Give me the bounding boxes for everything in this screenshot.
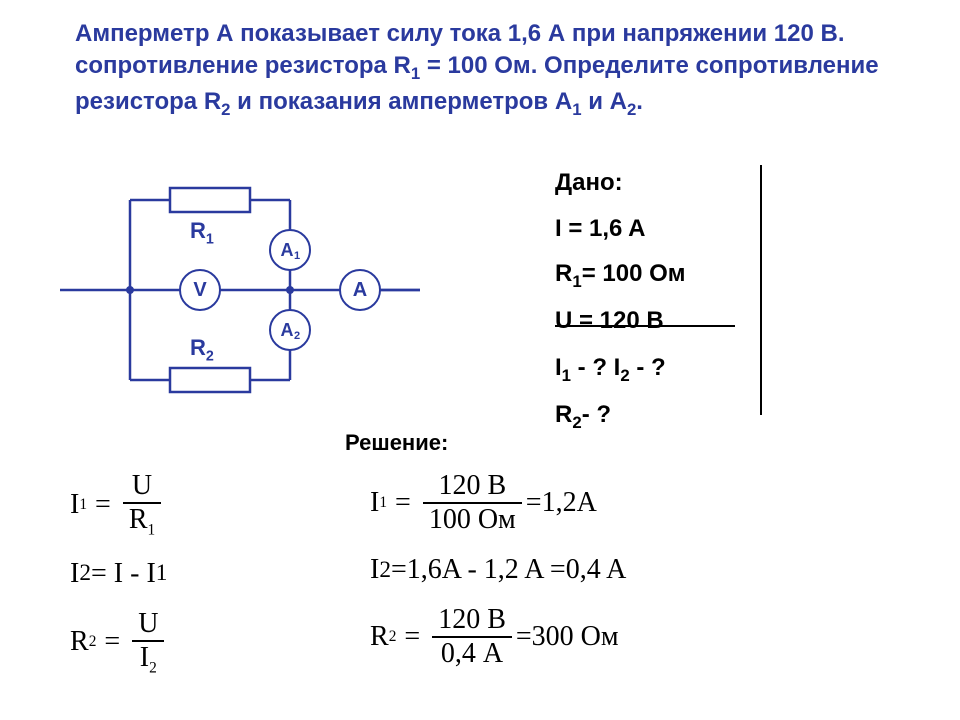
given-vertical-rule	[760, 165, 762, 415]
ammeter-a1-label: A	[281, 240, 294, 260]
ammeter-a2-label: A	[281, 320, 294, 340]
calculations-block: I1 = 120 В 100 Ом =1,2A I2 =1,6A - 1,2 A…	[370, 470, 626, 688]
voltmeter-label: V	[193, 279, 207, 301]
svg-text:2: 2	[294, 330, 300, 342]
solution-heading: Решение:	[345, 430, 448, 456]
circuit-diagram: V A A 1 A 2 R1 R2	[60, 170, 460, 420]
problem-statement: Амперметр А показывает силу тока 1,6 А п…	[75, 18, 905, 121]
given-block: Дано: I = 1,6 A R1= 100 Ом U = 120 В I1 …	[555, 160, 686, 439]
calc-r2: R2 = 120 В 0,4 А =300 Ом	[370, 604, 626, 670]
ammeter-a-label: A	[353, 279, 367, 301]
given-divider	[555, 325, 735, 327]
given-line: I = 1,6 A	[555, 206, 686, 252]
svg-text:1: 1	[294, 250, 300, 262]
given-title: Дано:	[555, 160, 686, 206]
calc-i2: I2 =1,6A - 1,2 A =0,4 A	[370, 554, 626, 586]
given-line: R1= 100 Ом	[555, 251, 686, 298]
r1-label: R1	[190, 218, 214, 247]
calc-i1: I1 = 120 В 100 Ом =1,2A	[370, 470, 626, 536]
r2-label: R2	[190, 335, 214, 364]
given-line: U = 120 В	[555, 298, 686, 344]
find-line: R2- ?	[555, 392, 686, 439]
formula-i2: I2 = I - I1	[70, 558, 168, 590]
formulas-block: I1 = U R1 I2 = I - I1 R2 = U I2	[70, 470, 168, 695]
formula-r2: R2 = U I2	[70, 608, 168, 678]
find-line: I1 - ? I2 - ?	[555, 345, 686, 392]
formula-i1: I1 = U R1	[70, 470, 168, 540]
